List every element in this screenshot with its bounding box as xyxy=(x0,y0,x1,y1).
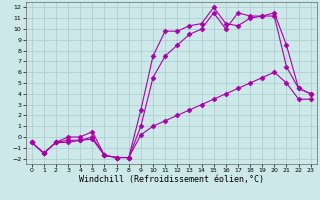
X-axis label: Windchill (Refroidissement éolien,°C): Windchill (Refroidissement éolien,°C) xyxy=(79,175,264,184)
